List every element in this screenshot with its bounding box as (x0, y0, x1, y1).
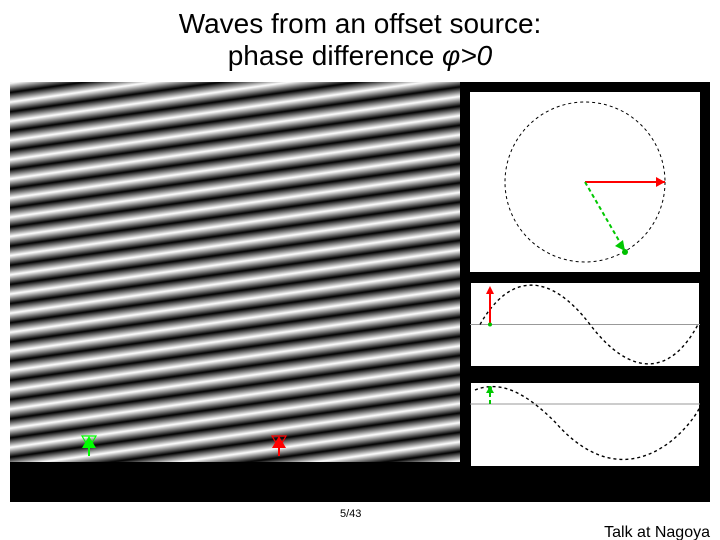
wave1-panel (470, 282, 700, 367)
title-line-1: Waves from an offset source: (0, 8, 720, 40)
antenna-right (270, 430, 288, 456)
antenna-left (80, 430, 98, 456)
slide: Waves from an offset source: phase diffe… (0, 0, 720, 540)
title-line-2: phase difference φ>0 (0, 40, 720, 72)
phasor-panel (470, 92, 700, 272)
fringe-panel (10, 82, 460, 462)
wave2-panel (470, 382, 700, 467)
phi-symbol: φ (442, 40, 460, 71)
wave1-svg (470, 282, 700, 367)
wave2-svg (470, 382, 700, 467)
title-prefix: phase difference (228, 40, 442, 71)
phasor-svg (470, 92, 700, 272)
slide-title: Waves from an offset source: phase diffe… (0, 0, 720, 76)
figure-area (10, 82, 710, 502)
page-number: 5/43 (340, 508, 361, 520)
phi-cond: >0 (460, 40, 492, 71)
fringe-svg (10, 82, 460, 462)
footer-cutoff: Talk at Nagoya (604, 524, 710, 540)
